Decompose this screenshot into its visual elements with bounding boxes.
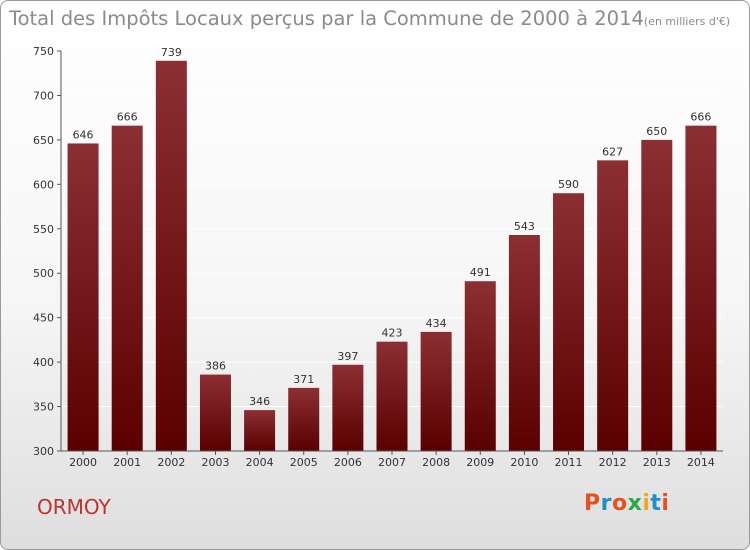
x-tick-label: 2012	[599, 456, 627, 469]
bar-value-label: 423	[382, 327, 403, 340]
x-tick-label: 2005	[290, 456, 318, 469]
bar-value-label: 543	[514, 220, 535, 233]
logo-letter: r	[600, 491, 612, 516]
bar-value-label: 397	[337, 350, 358, 363]
x-tick-label: 2004	[246, 456, 274, 469]
logo-letter: P	[584, 491, 601, 516]
y-tick-label: 550	[33, 223, 54, 236]
x-tick-label: 2000	[69, 456, 97, 469]
y-tick-label: 350	[33, 401, 54, 414]
x-tick-label: 2006	[334, 456, 362, 469]
x-tick-label: 2011	[555, 456, 583, 469]
y-tick-label: 700	[33, 89, 54, 102]
logo-letter: t	[650, 491, 662, 516]
bar	[508, 235, 540, 451]
logo-letter: o	[611, 491, 628, 516]
bar-value-label: 590	[558, 178, 579, 191]
bar	[155, 60, 187, 452]
bar-value-label: 434	[426, 317, 447, 330]
x-tick-label: 2001	[113, 456, 141, 469]
bar	[597, 160, 629, 452]
chart-title: Total des Impôts Locaux perçus par la Co…	[9, 7, 730, 30]
bar	[199, 374, 231, 451]
bar	[244, 410, 276, 451]
chart-title-text: Total des Impôts Locaux perçus par la Co…	[9, 7, 644, 30]
bar-value-label: 646	[73, 128, 94, 141]
commune-name: ORMOY	[37, 495, 111, 519]
y-tick-label: 650	[33, 134, 54, 147]
y-tick-label: 300	[33, 445, 54, 458]
bar	[420, 331, 452, 451]
bar-value-label: 739	[161, 46, 182, 59]
bar-value-label: 346	[249, 395, 270, 408]
x-tick-label: 2003	[201, 456, 229, 469]
bar	[553, 193, 585, 451]
bar-value-label: 650	[646, 125, 667, 138]
bar	[288, 387, 320, 451]
axes: 300 350 400 450 500 550 600 650 700 750 2000 2001 20…	[33, 45, 723, 469]
bar-value-label: 491	[470, 266, 491, 279]
bar-value-label: 386	[205, 360, 226, 373]
logo-letter: i	[642, 491, 651, 516]
bar-value-label: 666	[690, 111, 711, 124]
x-tick-label: 2013	[643, 456, 671, 469]
y-tick-label: 500	[33, 267, 54, 280]
bar	[332, 364, 364, 451]
x-tick-label: 2008	[422, 456, 450, 469]
proxiti-logo: Proxiti	[584, 491, 669, 516]
y-tick-label: 750	[33, 45, 54, 58]
bars: 646 666 739 386 346 371 397 423 434 491 543 590 627 6…	[67, 46, 717, 452]
bar	[111, 125, 143, 452]
y-tick-label: 450	[33, 312, 54, 325]
bar	[685, 125, 717, 452]
x-tick-label: 2002	[157, 456, 185, 469]
x-tick-label: 2009	[466, 456, 494, 469]
bar	[67, 143, 99, 451]
bar	[641, 139, 673, 451]
bar	[464, 281, 496, 451]
logo-letter: i	[661, 491, 670, 516]
y-tick-label: 600	[33, 178, 54, 191]
bar	[376, 341, 408, 451]
chart-title-unit: (en milliers d'€)	[643, 15, 731, 28]
bar-value-label: 627	[602, 145, 623, 158]
y-tick-label: 400	[33, 356, 54, 369]
bar-value-label: 371	[293, 373, 314, 386]
bar-value-label: 666	[117, 111, 138, 124]
logo-letter: x	[627, 491, 643, 516]
x-tick-label: 2014	[687, 456, 715, 469]
x-tick-label: 2007	[378, 456, 406, 469]
x-tick-label: 2010	[510, 456, 538, 469]
